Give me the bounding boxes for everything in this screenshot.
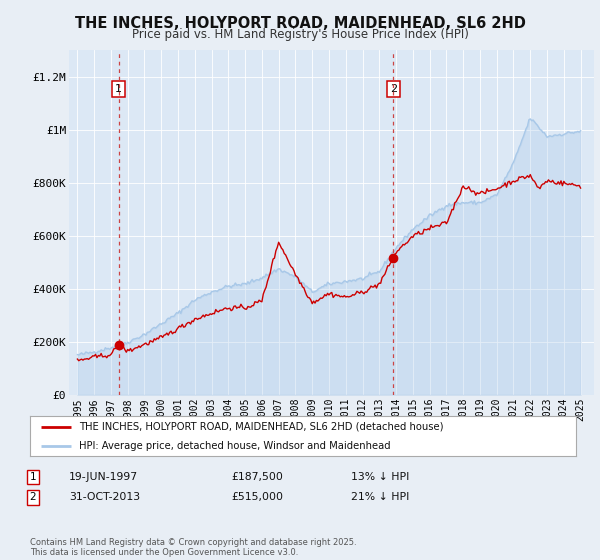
Text: THE INCHES, HOLYPORT ROAD, MAIDENHEAD, SL6 2HD: THE INCHES, HOLYPORT ROAD, MAIDENHEAD, S… (74, 16, 526, 31)
Text: 21% ↓ HPI: 21% ↓ HPI (351, 492, 409, 502)
Text: 13% ↓ HPI: 13% ↓ HPI (351, 472, 409, 482)
Text: 2: 2 (29, 492, 37, 502)
Text: £515,000: £515,000 (231, 492, 283, 502)
Text: 31-OCT-2013: 31-OCT-2013 (69, 492, 140, 502)
Text: 1: 1 (115, 84, 122, 94)
Text: 1: 1 (29, 472, 37, 482)
Text: HPI: Average price, detached house, Windsor and Maidenhead: HPI: Average price, detached house, Wind… (79, 441, 391, 450)
Text: Contains HM Land Registry data © Crown copyright and database right 2025.
This d: Contains HM Land Registry data © Crown c… (30, 538, 356, 557)
Text: 19-JUN-1997: 19-JUN-1997 (69, 472, 138, 482)
Text: £187,500: £187,500 (231, 472, 283, 482)
Text: 2: 2 (389, 84, 397, 94)
Text: Price paid vs. HM Land Registry's House Price Index (HPI): Price paid vs. HM Land Registry's House … (131, 28, 469, 41)
Text: THE INCHES, HOLYPORT ROAD, MAIDENHEAD, SL6 2HD (detached house): THE INCHES, HOLYPORT ROAD, MAIDENHEAD, S… (79, 422, 443, 432)
